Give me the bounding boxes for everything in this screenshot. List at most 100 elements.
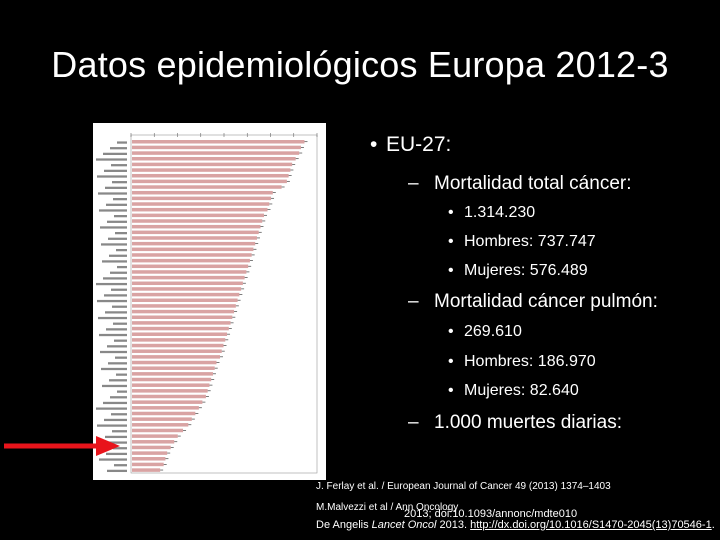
bar bbox=[132, 219, 263, 223]
bar-label bbox=[98, 316, 127, 320]
bar-label bbox=[96, 282, 127, 286]
bar-label bbox=[99, 209, 127, 212]
chart-thumbnail bbox=[93, 123, 326, 480]
bar-label bbox=[98, 192, 127, 195]
reference-deangelis: De Angelis Lancet Oncol 2013. http://dx.… bbox=[316, 519, 715, 531]
bar-label bbox=[96, 407, 127, 410]
bar bbox=[132, 207, 268, 212]
bar bbox=[132, 275, 245, 280]
bar bbox=[132, 360, 217, 365]
bar-label bbox=[99, 333, 127, 337]
bar-label bbox=[114, 339, 127, 342]
bullet-lung-1: • 269.610 bbox=[448, 323, 522, 340]
bar-label bbox=[116, 248, 127, 252]
bar-label bbox=[106, 452, 127, 456]
bar bbox=[132, 190, 273, 195]
bar-label bbox=[98, 441, 127, 444]
bar-label bbox=[117, 390, 127, 393]
bar bbox=[132, 389, 208, 393]
bar bbox=[132, 264, 249, 269]
bar bbox=[132, 406, 199, 410]
bar-label bbox=[113, 198, 127, 201]
bar-label bbox=[104, 294, 127, 297]
bar bbox=[132, 156, 296, 161]
reference-malvezzi: M.Malvezzi et al / Ann Oncology bbox=[316, 502, 459, 513]
ref3-end: . bbox=[711, 519, 715, 531]
bar-label bbox=[117, 141, 127, 144]
bar-label bbox=[112, 305, 127, 308]
bar bbox=[132, 258, 250, 263]
bar bbox=[132, 230, 259, 235]
bar bbox=[132, 338, 226, 342]
bar bbox=[132, 173, 289, 178]
bar-label bbox=[100, 350, 127, 354]
bar-label bbox=[105, 435, 127, 439]
bullet-eu: • EU-27: bbox=[370, 133, 452, 156]
bar-label bbox=[117, 265, 127, 269]
bar-label bbox=[103, 152, 127, 156]
bar bbox=[132, 253, 252, 257]
lung-value: 269.610 bbox=[464, 323, 522, 340]
ref3-year: 2013. bbox=[436, 519, 471, 531]
bar-label bbox=[104, 418, 127, 422]
bar-label bbox=[106, 328, 127, 331]
bar-label bbox=[116, 373, 127, 376]
bar-label bbox=[104, 169, 127, 172]
bar-label bbox=[96, 158, 127, 161]
bar bbox=[132, 349, 222, 353]
bar bbox=[132, 451, 168, 455]
bar-label bbox=[115, 356, 127, 359]
bar-label bbox=[103, 277, 127, 280]
bar-label bbox=[101, 243, 127, 246]
bar bbox=[132, 462, 164, 467]
ref3-author: De Angelis bbox=[316, 519, 372, 531]
bullet-total: – Mortalidad total cáncer: bbox=[408, 173, 632, 194]
reference-malvezzi-doi: 2013; doi:10.1093/annonc/mdte010 bbox=[404, 508, 578, 520]
bar bbox=[132, 343, 224, 348]
bar-label bbox=[103, 401, 127, 405]
bar bbox=[132, 457, 166, 461]
bar-label bbox=[109, 254, 127, 257]
bar-label bbox=[111, 413, 127, 416]
bullet-total-text: Mortalidad total cáncer: bbox=[434, 173, 632, 194]
bar-label bbox=[111, 164, 127, 167]
bar-label bbox=[107, 345, 127, 348]
bar bbox=[132, 445, 171, 450]
bar bbox=[132, 326, 229, 331]
bar-label bbox=[108, 237, 127, 240]
bar bbox=[132, 247, 254, 252]
bar bbox=[132, 287, 242, 291]
bar-label bbox=[110, 271, 127, 274]
bullet-lung-text: Mortalidad cáncer pulmón: bbox=[434, 291, 658, 312]
bar bbox=[132, 213, 264, 218]
bar bbox=[132, 321, 231, 325]
bar bbox=[132, 366, 215, 370]
bar bbox=[132, 179, 287, 184]
bullet-eu-text: EU-27: bbox=[386, 133, 452, 156]
bar bbox=[132, 428, 184, 433]
bullet-total-3: • Mujeres: 576.489 bbox=[448, 262, 588, 279]
bar bbox=[132, 168, 291, 172]
bar-label bbox=[101, 367, 127, 371]
bar bbox=[132, 241, 256, 246]
bar bbox=[132, 185, 282, 189]
bar bbox=[132, 394, 206, 399]
bar-label bbox=[99, 458, 127, 461]
bullet-daily-text: 1.000 muertes diarias: bbox=[434, 412, 622, 433]
bar-label bbox=[106, 203, 127, 206]
bar-label bbox=[115, 231, 127, 235]
ref3-link[interactable]: http://dx.doi.org/10.1016/S1470-2045(13)… bbox=[470, 519, 712, 531]
bar bbox=[132, 196, 272, 201]
bar bbox=[132, 202, 270, 206]
bar bbox=[132, 434, 178, 438]
lung-women: Mujeres: 82.640 bbox=[464, 382, 579, 399]
bar bbox=[132, 151, 300, 155]
bar bbox=[132, 377, 212, 382]
bar bbox=[132, 372, 213, 376]
bar bbox=[132, 281, 243, 286]
bar bbox=[132, 162, 293, 167]
bar bbox=[132, 309, 235, 314]
total-value: 1.314.230 bbox=[464, 204, 536, 221]
bar-label bbox=[111, 288, 127, 291]
bar bbox=[132, 304, 236, 308]
